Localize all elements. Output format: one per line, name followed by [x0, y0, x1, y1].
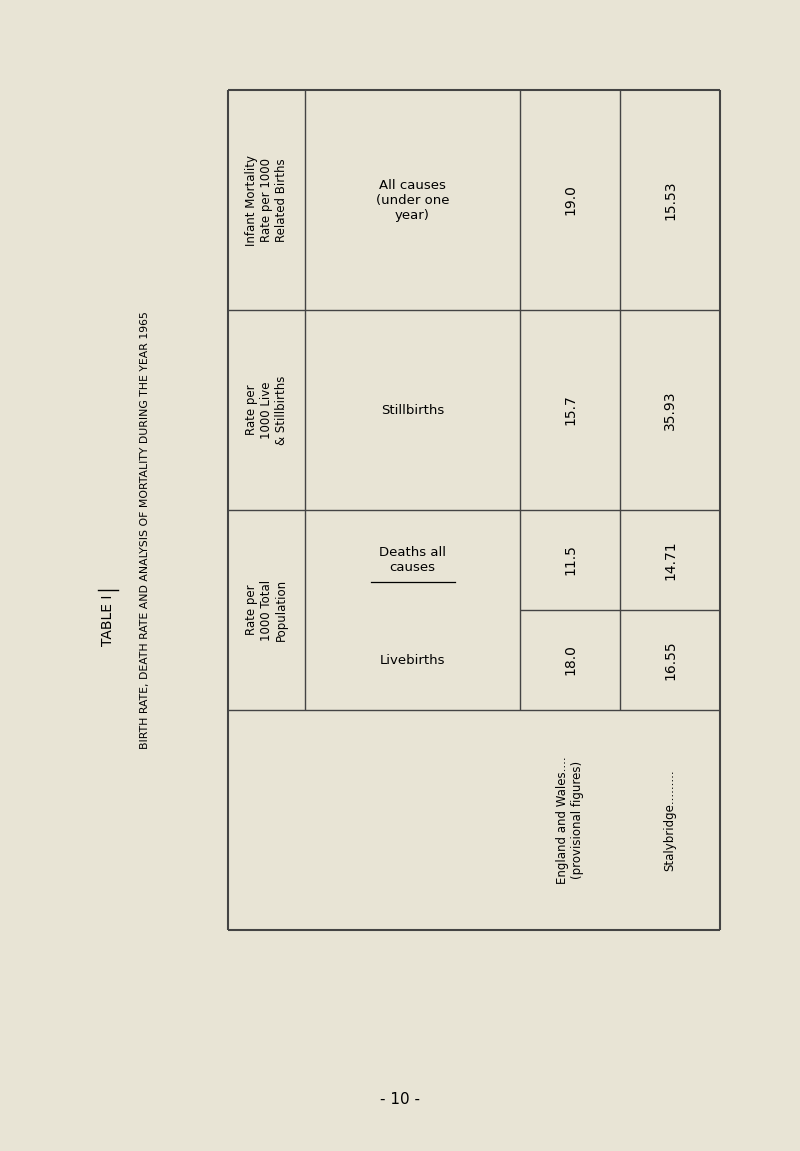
Text: Stalybridge.........: Stalybridge......... [663, 769, 677, 871]
Text: Livebirths: Livebirths [380, 654, 446, 666]
Text: 15.53: 15.53 [663, 181, 677, 220]
Text: BIRTH RATE, DEATH RATE AND ANALYSIS OF MORTALITY DURING THE YEAR 1965: BIRTH RATE, DEATH RATE AND ANALYSIS OF M… [140, 311, 150, 749]
Text: - 10 -: - 10 - [380, 1092, 420, 1107]
Text: TABLE I: TABLE I [101, 594, 115, 646]
Text: 16.55: 16.55 [663, 640, 677, 680]
Text: 35.93: 35.93 [663, 390, 677, 429]
Text: 19.0: 19.0 [563, 184, 577, 215]
Text: England and Wales....
(provisional figures): England and Wales.... (provisional figur… [556, 756, 584, 884]
Text: 11.5: 11.5 [563, 544, 577, 576]
Text: Rate per
1000 Total
Population: Rate per 1000 Total Population [245, 579, 288, 641]
Text: Deaths all
causes: Deaths all causes [379, 546, 446, 574]
Text: 14.71: 14.71 [663, 540, 677, 580]
Text: 18.0: 18.0 [563, 645, 577, 676]
Text: 15.7: 15.7 [563, 395, 577, 426]
Text: Rate per
1000 Live
& Stillbirths: Rate per 1000 Live & Stillbirths [245, 375, 288, 444]
Text: All causes
(under one
year): All causes (under one year) [376, 178, 450, 221]
Text: Infant Mortality
Rate per 1000
Related Births: Infant Mortality Rate per 1000 Related B… [245, 154, 288, 245]
Text: Stillbirths: Stillbirths [381, 404, 444, 417]
